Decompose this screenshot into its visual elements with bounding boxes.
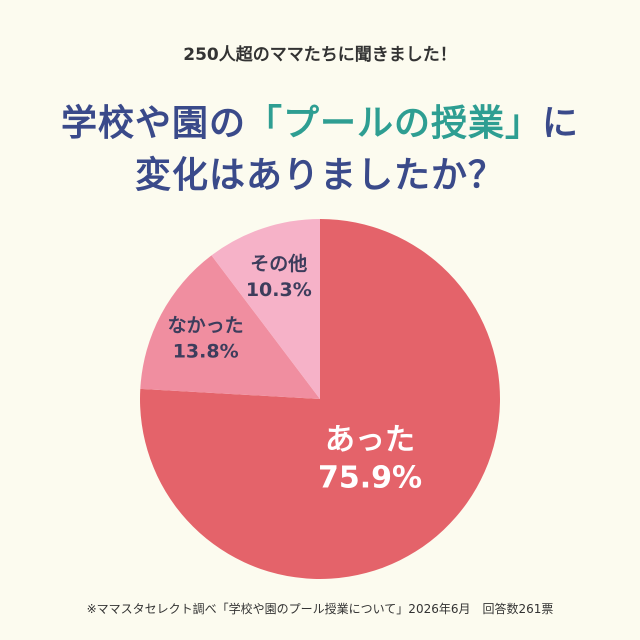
slice-value-label: 13.8% <box>173 341 239 363</box>
slice-label: その他 <box>250 252 307 275</box>
slice-label: なかった <box>168 315 244 337</box>
survey-subtitle: 250人超のママたちに聞きました！ <box>183 45 457 65</box>
slice-value-label: 10.3% <box>246 279 312 301</box>
title-text-post: に <box>542 103 580 144</box>
source-footnote: ※ママスタセレクト調べ「学校や園のプール授業について」2026年6月 回答数26… <box>86 602 554 616</box>
chart-title-line1: 学校や園の「プールの授業」に <box>0 94 640 146</box>
slice-value-label: 75.9% <box>318 461 422 496</box>
title-text-pre: 学校や園の <box>60 103 246 144</box>
slice-label: あった <box>325 423 415 458</box>
pie-slice-atta <box>139 219 501 580</box>
pie-slice-nakatta <box>140 255 320 399</box>
pie-slice-sonota <box>211 219 320 399</box>
title-highlight: 「プールの授業」 <box>245 103 542 144</box>
chart-title-line2: 変化はありましたか？ <box>134 155 505 196</box>
